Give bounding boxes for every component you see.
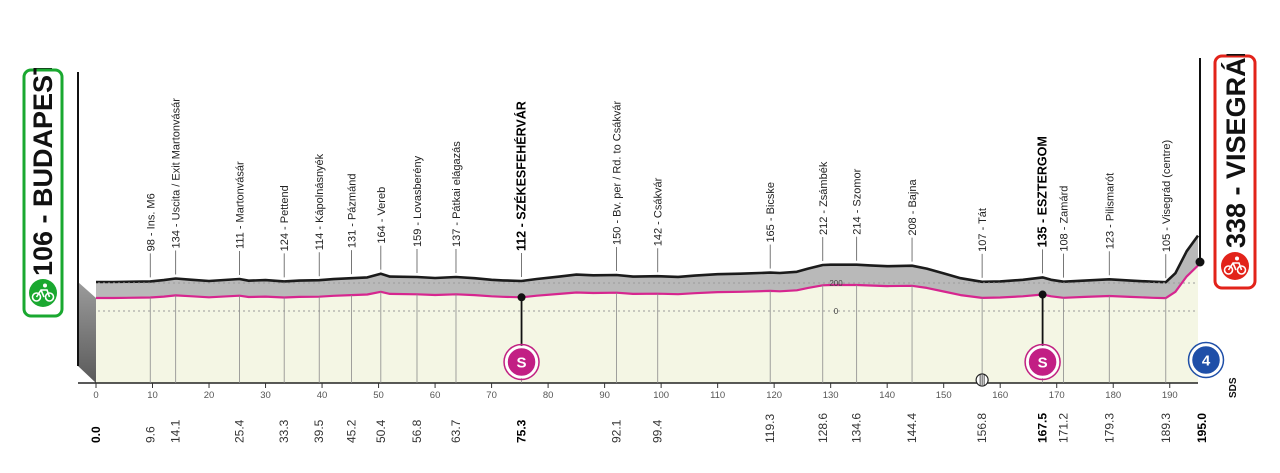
sprint-icon-ring [1024, 343, 1061, 381]
km-tick-label: 40 [317, 390, 328, 401]
waypoint-name: 150 - Bv. per / Rd. to Csákvár [611, 101, 623, 245]
waypoint-name: 124 - Pettend [279, 185, 291, 251]
km-tick-label: 170 [1049, 390, 1065, 401]
waypoint-km: 119.3 [763, 414, 777, 443]
waypoint-km: 45.2 [344, 419, 358, 443]
altitude-tick-label: 200 [829, 279, 843, 288]
profile-front-face [96, 265, 1198, 383]
waypoint-km: 128.6 [816, 413, 830, 443]
waypoint-km: 167.5 [1036, 413, 1050, 443]
waypoint-km: 14.1 [169, 419, 183, 443]
waypoint-km: 33.3 [277, 419, 291, 443]
sprint-icon [505, 345, 538, 379]
waypoint-name: 142 - Csákvár [653, 177, 665, 246]
km-tick-label: 110 [710, 390, 725, 401]
waypoint-km: 99.4 [651, 419, 665, 443]
sprint-point [1038, 290, 1047, 299]
waypoint-km: 144.4 [905, 413, 919, 443]
start-label: 106 - BUDAPEST [28, 68, 58, 276]
kom-sds-label: SDS [1228, 377, 1239, 398]
km-tick-label: 90 [599, 390, 610, 401]
km-tick-label: 100 [653, 390, 669, 401]
km-tick-label: 180 [1105, 390, 1121, 401]
km-tick-label: 50 [373, 390, 384, 401]
waypoint-km: 50.4 [374, 419, 388, 443]
waypoint-name: 107 - Tát [977, 208, 989, 252]
waypoint-name: 137 - Pátkai elágazás [451, 141, 463, 247]
waypoint-name: 135 - ESZTERGOM [1036, 136, 1050, 247]
km-tick-label: 30 [260, 390, 271, 401]
waypoint-km: 63.7 [449, 419, 463, 443]
finish-km-label: 195.0 [1195, 413, 1209, 443]
km-tick-label: 0 [93, 390, 98, 401]
sprint-icon [1026, 345, 1059, 379]
km-tick-label: 10 [147, 390, 158, 401]
finish-point [1195, 257, 1205, 267]
start-km-label: 0.0 [89, 426, 103, 443]
waypoint-km: 9.6 [143, 426, 157, 443]
sprint-label: S [517, 355, 527, 372]
waypoint-km: 56.8 [410, 419, 424, 443]
km-tick-label: 150 [936, 390, 952, 401]
km-tick-label: 190 [1162, 390, 1178, 401]
altitude-tick-label: 0 [834, 307, 839, 316]
km-tick-label: 20 [204, 390, 215, 401]
waypoint-name: 108 - Zamárd [1058, 186, 1070, 252]
km-tick-label: 80 [543, 390, 554, 401]
start-badge: 106 - BUDAPEST [22, 68, 64, 318]
waypoint-km: 75.3 [515, 419, 529, 443]
profile-side-wall [78, 282, 96, 383]
waypoint-name: 164 - Vereb [376, 187, 388, 244]
waypoint-km: 171.2 [1056, 413, 1070, 443]
km-tick-label: 140 [879, 390, 895, 401]
waypoint-name: 114 - Kápolnásnyék [314, 153, 326, 250]
waypoint-name: 131 - Pázmánd [346, 174, 358, 249]
profile-ridge-line [96, 234, 1200, 284]
waypoint-km: 189.3 [1159, 413, 1173, 443]
kom-icon-ring [1187, 341, 1225, 379]
waypoint-name: 105 - Visegrád (centre) [1161, 140, 1173, 252]
km-tick-label: 130 [823, 390, 839, 401]
sprint-point [517, 293, 526, 302]
waypoint-name: 123 - Pilismarót [1104, 173, 1116, 249]
waypoint-name: 112 - SZÉKESFEHÉRVÁR [514, 101, 529, 251]
finish-label: 338 - VISEGRÁD [1220, 54, 1251, 248]
kom-category: 4 [1202, 353, 1211, 370]
waypoint-name: 214 - Szomor [852, 168, 864, 234]
km-tick-label: 160 [992, 390, 1008, 401]
waypoint-name: 208 - Bajna [907, 179, 919, 236]
waypoint-name: 159 - Lovasberény [412, 155, 424, 247]
waypoint-km: 92.1 [609, 419, 623, 443]
waypoint-name: 134 - Uscita / Exit Martonvásár [171, 98, 183, 249]
waypoint-name: 165 - Bicske [765, 182, 777, 243]
kom-icon [1189, 343, 1223, 377]
waypoint-name: 111 - Martonvásár [235, 161, 247, 249]
waypoint-km: 156.8 [975, 413, 989, 443]
waypoint-km: 25.4 [233, 419, 247, 443]
sprint-label: S [1038, 355, 1048, 372]
waypoint-name: 212 - Zsámbék [818, 161, 830, 235]
km-tick-label: 60 [430, 390, 441, 401]
waypoint-name: 98 - Ins. M6 [145, 193, 157, 251]
waypoint-km: 39.5 [312, 419, 326, 443]
km-tick-label: 70 [486, 390, 497, 401]
profile-ridge-band [96, 235, 1198, 299]
finish-badge: 338 - VISEGRÁD [1213, 54, 1257, 290]
km-tick-label: 120 [766, 390, 782, 401]
waypoint-km: 179.3 [1102, 413, 1116, 443]
waypoint-km: 134.6 [850, 413, 864, 443]
sprint-icon-ring [503, 343, 540, 381]
